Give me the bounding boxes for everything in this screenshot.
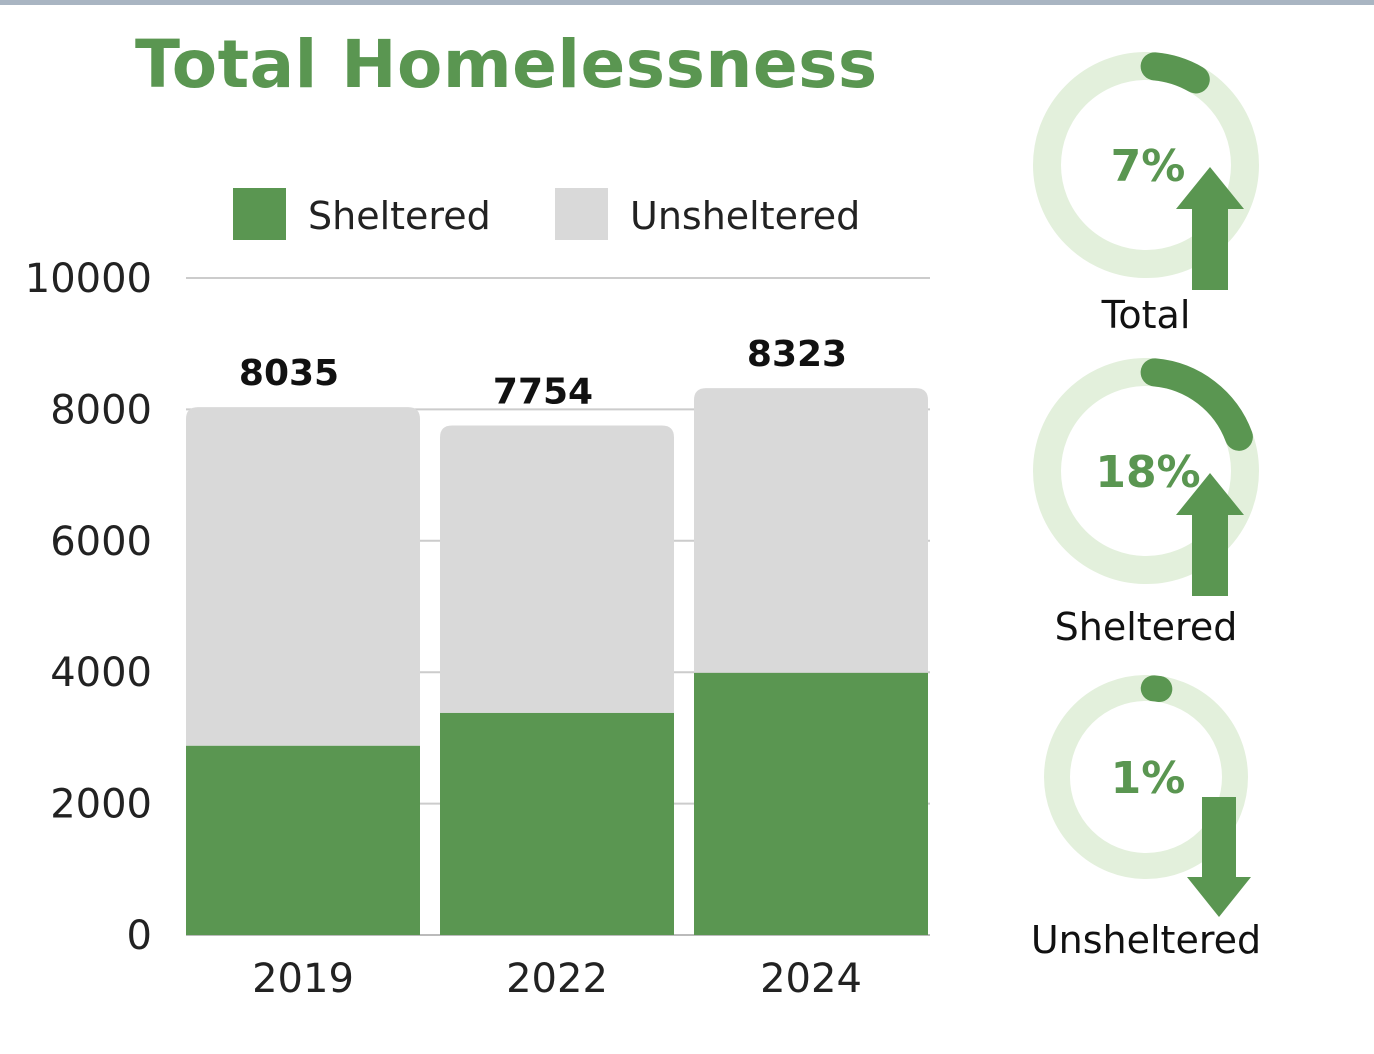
y-tick-label: 6000: [50, 519, 152, 565]
legend-label-sheltered: Sheltered: [308, 194, 491, 238]
change-indicator-total: 7% Total: [1033, 52, 1259, 337]
x-tick-label: 2019: [252, 956, 354, 1002]
donut-progress-arc: [1140, 52, 1210, 94]
chart-title: Total Homelessness: [135, 26, 878, 103]
bar-sheltered-2022: [440, 712, 674, 935]
legend-swatch-sheltered: [233, 188, 286, 240]
bar-unsheltered-2024: [694, 388, 928, 673]
chart-labels: 0 2000 4000 6000 8000 10000 8035 2019 7754 2022 83…: [25, 256, 862, 1002]
y-tick-label: 8000: [50, 387, 152, 433]
arrow-up-icon: [1176, 473, 1244, 596]
y-tick-label: 4000: [50, 650, 152, 696]
bar-total-label: 7754: [493, 372, 593, 413]
y-tick-label: 0: [127, 913, 152, 959]
x-tick-label: 2024: [760, 956, 862, 1002]
bar-total-label: 8035: [239, 353, 339, 394]
y-tick-label: 2000: [50, 782, 152, 828]
arrow-down-icon: [1187, 797, 1251, 917]
x-tick-label: 2022: [506, 956, 608, 1002]
bar-total-label: 8323: [747, 334, 847, 375]
legend: Sheltered Unsheltered: [233, 188, 860, 240]
change-indicator-sheltered: 18% Sheltered: [1033, 358, 1259, 649]
donut-progress-arc: [1140, 675, 1173, 703]
legend-swatch-unsheltered: [555, 188, 608, 240]
change-label: Total: [1101, 293, 1191, 337]
donut-progress-arc: [1140, 358, 1253, 451]
change-percent: 1%: [1111, 753, 1186, 804]
change-label: Sheltered: [1055, 605, 1238, 649]
legend-label-unsheltered: Unsheltered: [630, 194, 860, 238]
change-percent: 18%: [1095, 447, 1200, 498]
change-label: Unsheltered: [1031, 918, 1261, 962]
change-percent: 7%: [1111, 141, 1186, 192]
top-divider: [0, 0, 1374, 5]
bar-unsheltered-2019: [186, 407, 420, 746]
arrow-up-icon: [1176, 167, 1244, 290]
bar-sheltered-2019: [186, 745, 420, 935]
bar-sheltered-2024: [694, 672, 928, 935]
y-tick-label: 10000: [25, 256, 152, 302]
bars: [186, 388, 928, 935]
change-indicator-unsheltered: 1% Unsheltered: [1031, 675, 1261, 962]
change-indicators: 7% Total 18% Sheltered 1% Unsheltered: [1031, 52, 1261, 962]
bar-unsheltered-2022: [440, 425, 674, 713]
